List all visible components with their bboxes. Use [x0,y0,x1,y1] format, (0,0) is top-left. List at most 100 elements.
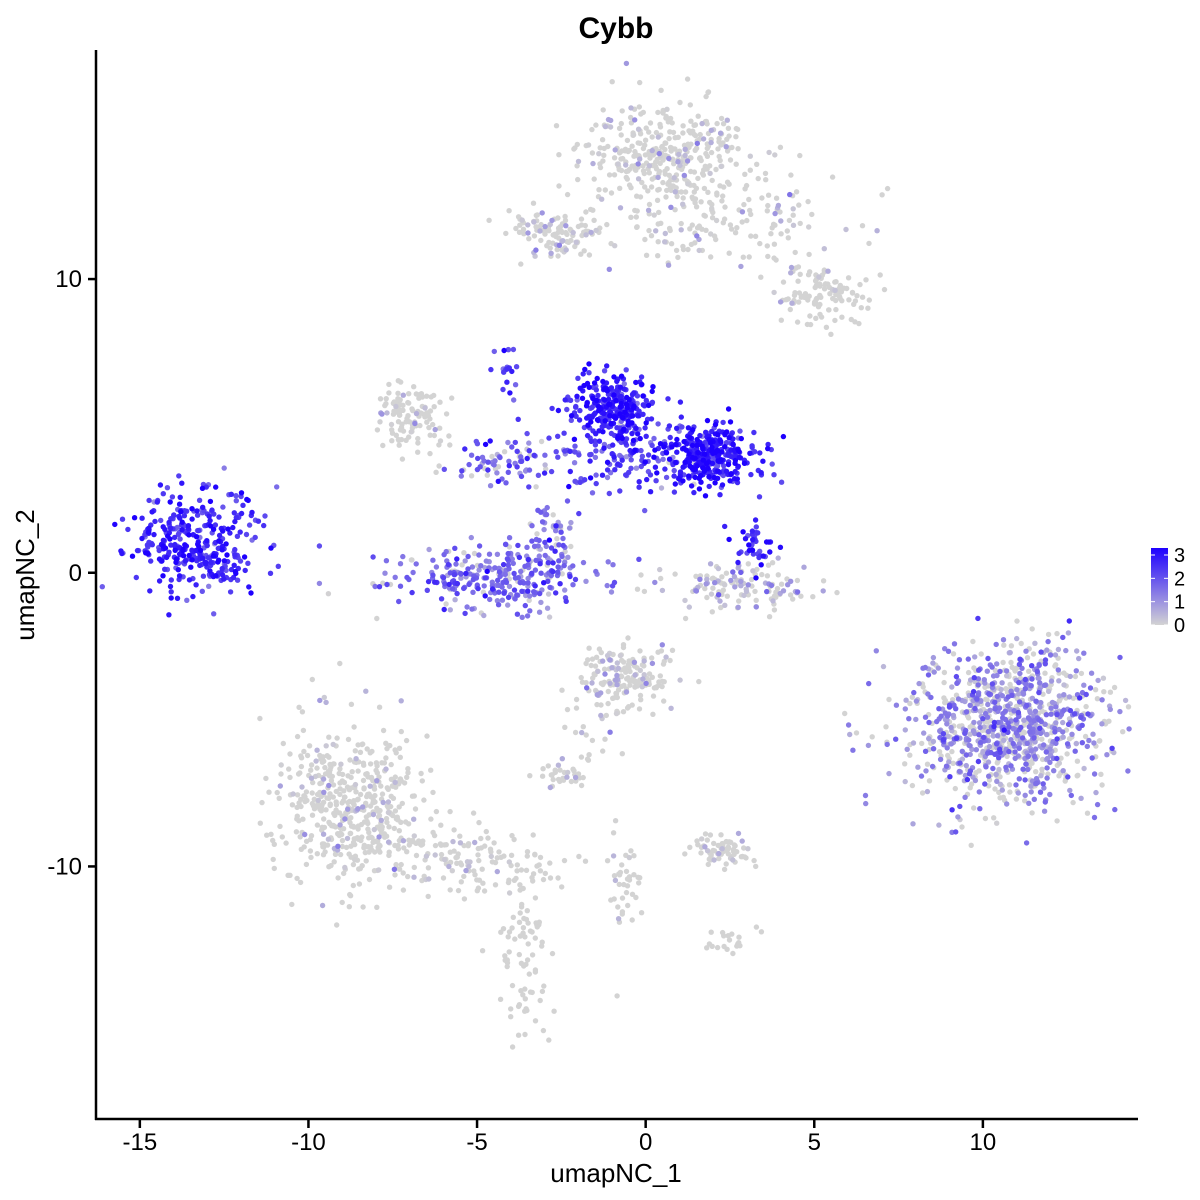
cell-point [715,458,721,464]
cell-point [709,177,715,184]
cell-point [524,613,531,619]
cell-point [746,196,752,203]
cell-point [244,496,250,503]
cell-point [994,820,1000,826]
cell-point [772,152,778,158]
cell-point [476,819,482,826]
cell-point [771,593,778,599]
cell-point [846,297,852,303]
cell-point [581,382,587,389]
cell-point [441,466,447,472]
cell-point [522,563,528,569]
cell-point [858,305,864,311]
cell-point [425,865,432,871]
cell-point [476,552,482,558]
cell-point [616,125,623,131]
cell-point [555,433,561,439]
cell-point [1000,794,1006,800]
cell-point [1001,642,1007,648]
cell-point [709,205,715,212]
cell-point [356,881,363,887]
cell-point [971,805,977,811]
cell-point [984,668,990,674]
cell-point [1063,647,1069,654]
cell-point [450,838,456,845]
cell-point [348,701,355,707]
cell-point [953,706,959,712]
cell-point [986,691,992,697]
cell-point [790,212,796,218]
cell-point [745,561,751,567]
cell-point [210,553,217,559]
cell-point [418,842,424,848]
cell-point [843,226,849,233]
cell-point [578,674,584,681]
cell-point [716,855,722,862]
cell-point [911,689,917,696]
cell-point [502,571,508,578]
cell-point [547,784,553,791]
cell-point [713,236,719,243]
cell-point [371,868,378,874]
cell-point [635,431,641,437]
cell-point [674,193,680,200]
cell-point [614,672,620,679]
cell-point [1044,775,1050,781]
cell-point [475,585,481,592]
cell-point [518,473,525,480]
cell-point [491,840,497,846]
cell-point [517,887,523,893]
cell-point [902,778,908,785]
cell-point [796,290,803,296]
cell-point [134,547,141,554]
cell-point [526,597,532,603]
cell-point [1126,726,1132,732]
cell-point [374,778,380,784]
cell-point [298,796,304,803]
cell-point [555,875,561,881]
cell-point [634,224,640,230]
cell-point [692,466,698,472]
cell-point [788,270,794,276]
cell-point [727,222,734,228]
cell-point [568,417,574,423]
cell-point [232,518,238,525]
cell-point [1014,618,1020,624]
cell-point [733,134,739,140]
cell-point [953,673,960,680]
cell-point [486,217,492,223]
cell-point [584,685,590,691]
cell-point [623,889,630,896]
cell-point [406,434,412,440]
cell-point [242,567,248,574]
cell-point [289,901,295,908]
cell-point [462,558,468,564]
cell-point [517,882,523,888]
cell-point [506,877,512,883]
cell-point [302,831,308,838]
cell-point [673,441,679,448]
cell-point [1034,668,1041,675]
cell-point [643,420,649,426]
cell-point [553,449,559,455]
cell-point [526,236,532,242]
cell-point [1008,643,1015,649]
cell-point [405,770,411,776]
cell-point [506,929,513,935]
cell-point [355,742,361,748]
cell-point [913,698,920,704]
cell-point [753,575,759,581]
cell-point [971,665,977,671]
cell-point [671,489,678,495]
cell-point [611,579,618,586]
cell-point [910,821,916,827]
cell-point [400,838,407,844]
cell-point [346,904,352,910]
cell-point [274,484,280,490]
cell-point [741,845,747,851]
cell-point [517,910,523,916]
cell-point [494,470,500,476]
cell-point [693,573,699,579]
cell-point [718,142,724,148]
cell-point [1066,694,1073,700]
